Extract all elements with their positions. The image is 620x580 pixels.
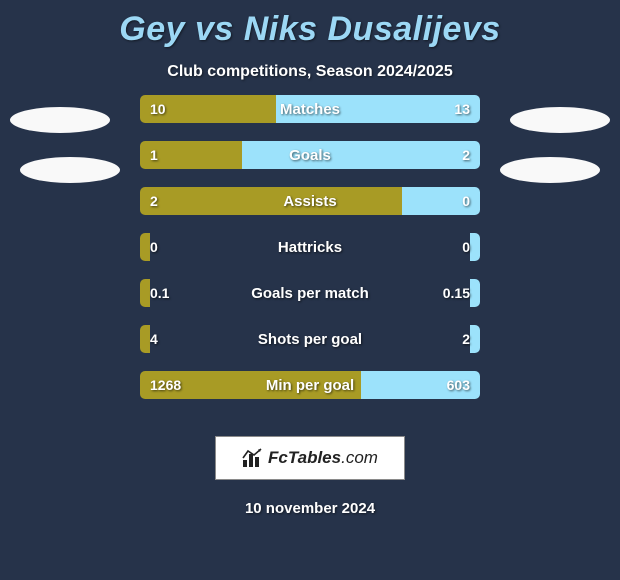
stat-label: Goals per match	[140, 279, 480, 307]
brand-name: FcTables	[268, 448, 341, 467]
stat-bar-right	[361, 371, 480, 399]
stat-bar-left	[140, 371, 361, 399]
stat-row: Assists20	[140, 187, 480, 215]
stat-bar-left	[140, 141, 242, 169]
stat-bar-left	[140, 233, 150, 261]
stat-bars-container: Matches1013 Goals12 Assists20 Hattricks00 Go…	[140, 95, 480, 417]
stat-value-right: 0.15	[443, 279, 470, 307]
stat-bar-left	[140, 95, 276, 123]
stat-row: Matches1013	[140, 95, 480, 123]
stat-bar-right	[470, 279, 480, 307]
player1-club-placeholder	[20, 157, 120, 183]
comparison-title: Gey vs Niks Dusalijevs	[0, 0, 620, 49]
comparison-chart: Matches1013Goals12Assists20Hattricks00Go…	[0, 107, 620, 427]
stat-label: Hattricks	[140, 233, 480, 261]
snapshot-date: 10 november 2024	[0, 500, 620, 517]
stat-bar-left	[140, 187, 402, 215]
stat-row: Min per goal1268603	[140, 371, 480, 399]
player1-avatar-placeholder	[10, 107, 110, 133]
stat-bar-right	[242, 141, 480, 169]
brand-chart-icon	[242, 448, 264, 468]
stat-bar-left	[140, 325, 150, 353]
brand-badge: FcTables.com	[215, 436, 405, 480]
brand-domain: .com	[341, 448, 378, 467]
player2-avatar-placeholder	[510, 107, 610, 133]
stat-value-left: 4	[150, 325, 158, 353]
player2-club-placeholder	[500, 157, 600, 183]
stat-bar-right	[276, 95, 480, 123]
stat-bar-right	[470, 233, 480, 261]
stat-bar-right	[470, 325, 480, 353]
stat-label: Shots per goal	[140, 325, 480, 353]
stat-row: Goals per match0.1 0.15	[140, 279, 480, 307]
stat-row: Shots per goal42	[140, 325, 480, 353]
stat-value-left: 0	[150, 233, 158, 261]
stat-row: Hattricks00	[140, 233, 480, 261]
stat-bar-left	[140, 279, 150, 307]
stat-row: Goals12	[140, 141, 480, 169]
brand-text: FcTables.com	[268, 448, 378, 468]
comparison-subtitle: Club competitions, Season 2024/2025	[0, 63, 620, 81]
stat-bar-right	[402, 187, 480, 215]
stat-value-left: 0.1	[150, 279, 169, 307]
